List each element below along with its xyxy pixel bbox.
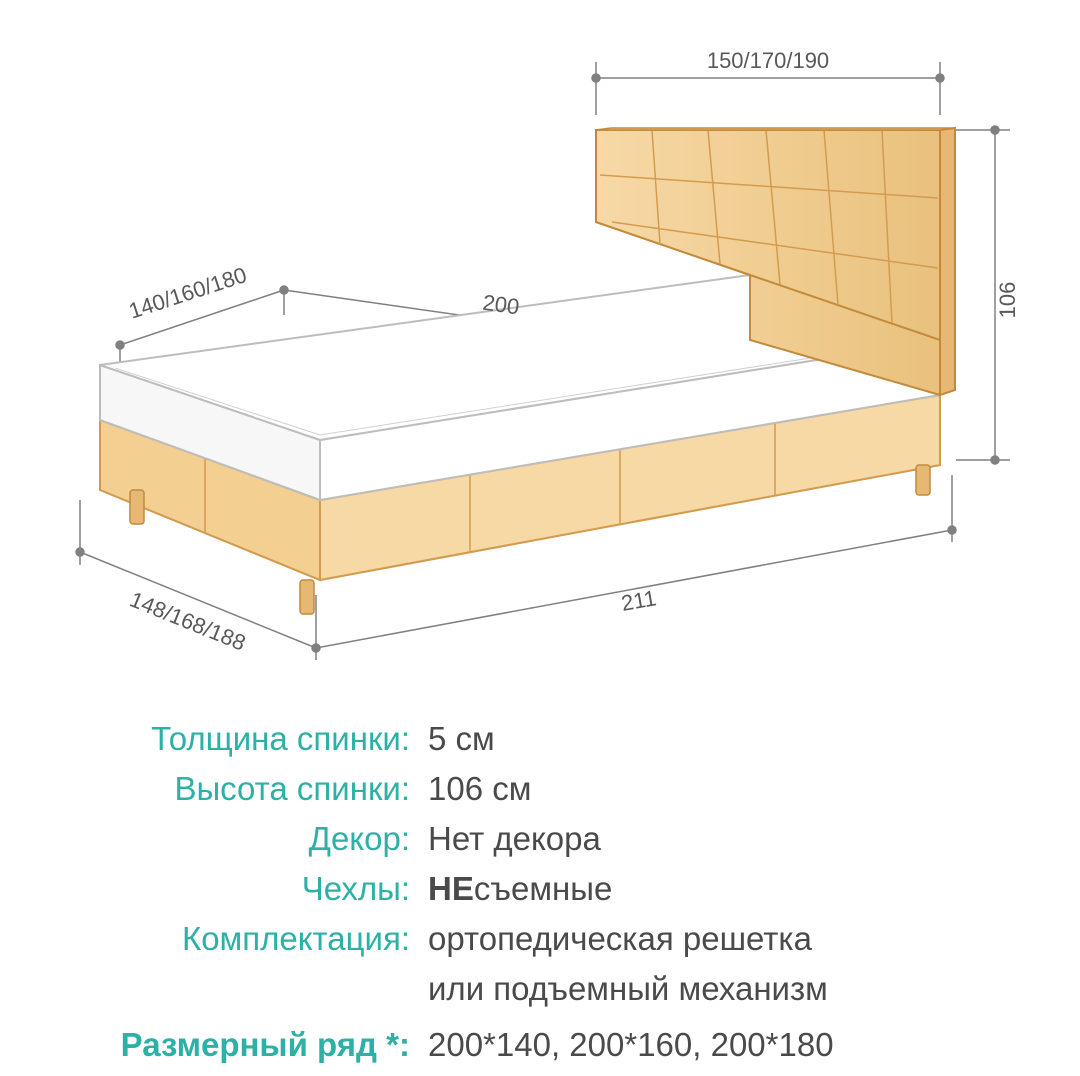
spec-value: НЕсъемные — [428, 870, 612, 908]
spec-label: Комплектация: — [40, 920, 428, 958]
spec-value: 106 см — [428, 770, 531, 808]
dim-top-width: 150/170/190 — [707, 48, 829, 73]
spec-value: или подъемный механизм — [428, 970, 828, 1008]
dim-mattress-length: 200 — [481, 290, 521, 320]
bed-dimension-diagram: 150/170/190 106 200 140/160/180 211 148/… — [0, 0, 1080, 720]
spec-value: ортопедическая решетка — [428, 920, 812, 958]
dim-front-length: 211 — [619, 585, 658, 616]
specs-table: Толщина спинки: 5 см Высота спинки: 106 … — [40, 720, 1040, 1076]
spec-value: 200*140, 200*160, 200*180 — [428, 1026, 834, 1064]
spec-row: или подъемный механизм — [40, 970, 1040, 1008]
dim-front-depth: 148/168/188 — [126, 587, 249, 656]
spec-row: Декор: Нет декора — [40, 820, 1040, 858]
spec-label: Чехлы: — [40, 870, 428, 908]
spec-label: Декор: — [40, 820, 428, 858]
spec-label: Высота спинки: — [40, 770, 428, 808]
spec-row: Комплектация: ортопедическая решетка — [40, 920, 1040, 958]
spec-value: Нет декора — [428, 820, 601, 858]
dim-mattress-width: 140/160/180 — [126, 262, 250, 324]
spec-label: Толщина спинки: — [40, 720, 428, 758]
dim-height: 106 — [995, 282, 1020, 319]
spec-row: Высота спинки: 106 см — [40, 770, 1040, 808]
spec-label: Размерный ряд *: — [40, 1026, 428, 1064]
spec-row: Чехлы: НЕсъемные — [40, 870, 1040, 908]
spec-value: 5 см — [428, 720, 495, 758]
spec-size-row: Размерный ряд *: 200*140, 200*160, 200*1… — [40, 1026, 1040, 1064]
spec-row: Толщина спинки: 5 см — [40, 720, 1040, 758]
